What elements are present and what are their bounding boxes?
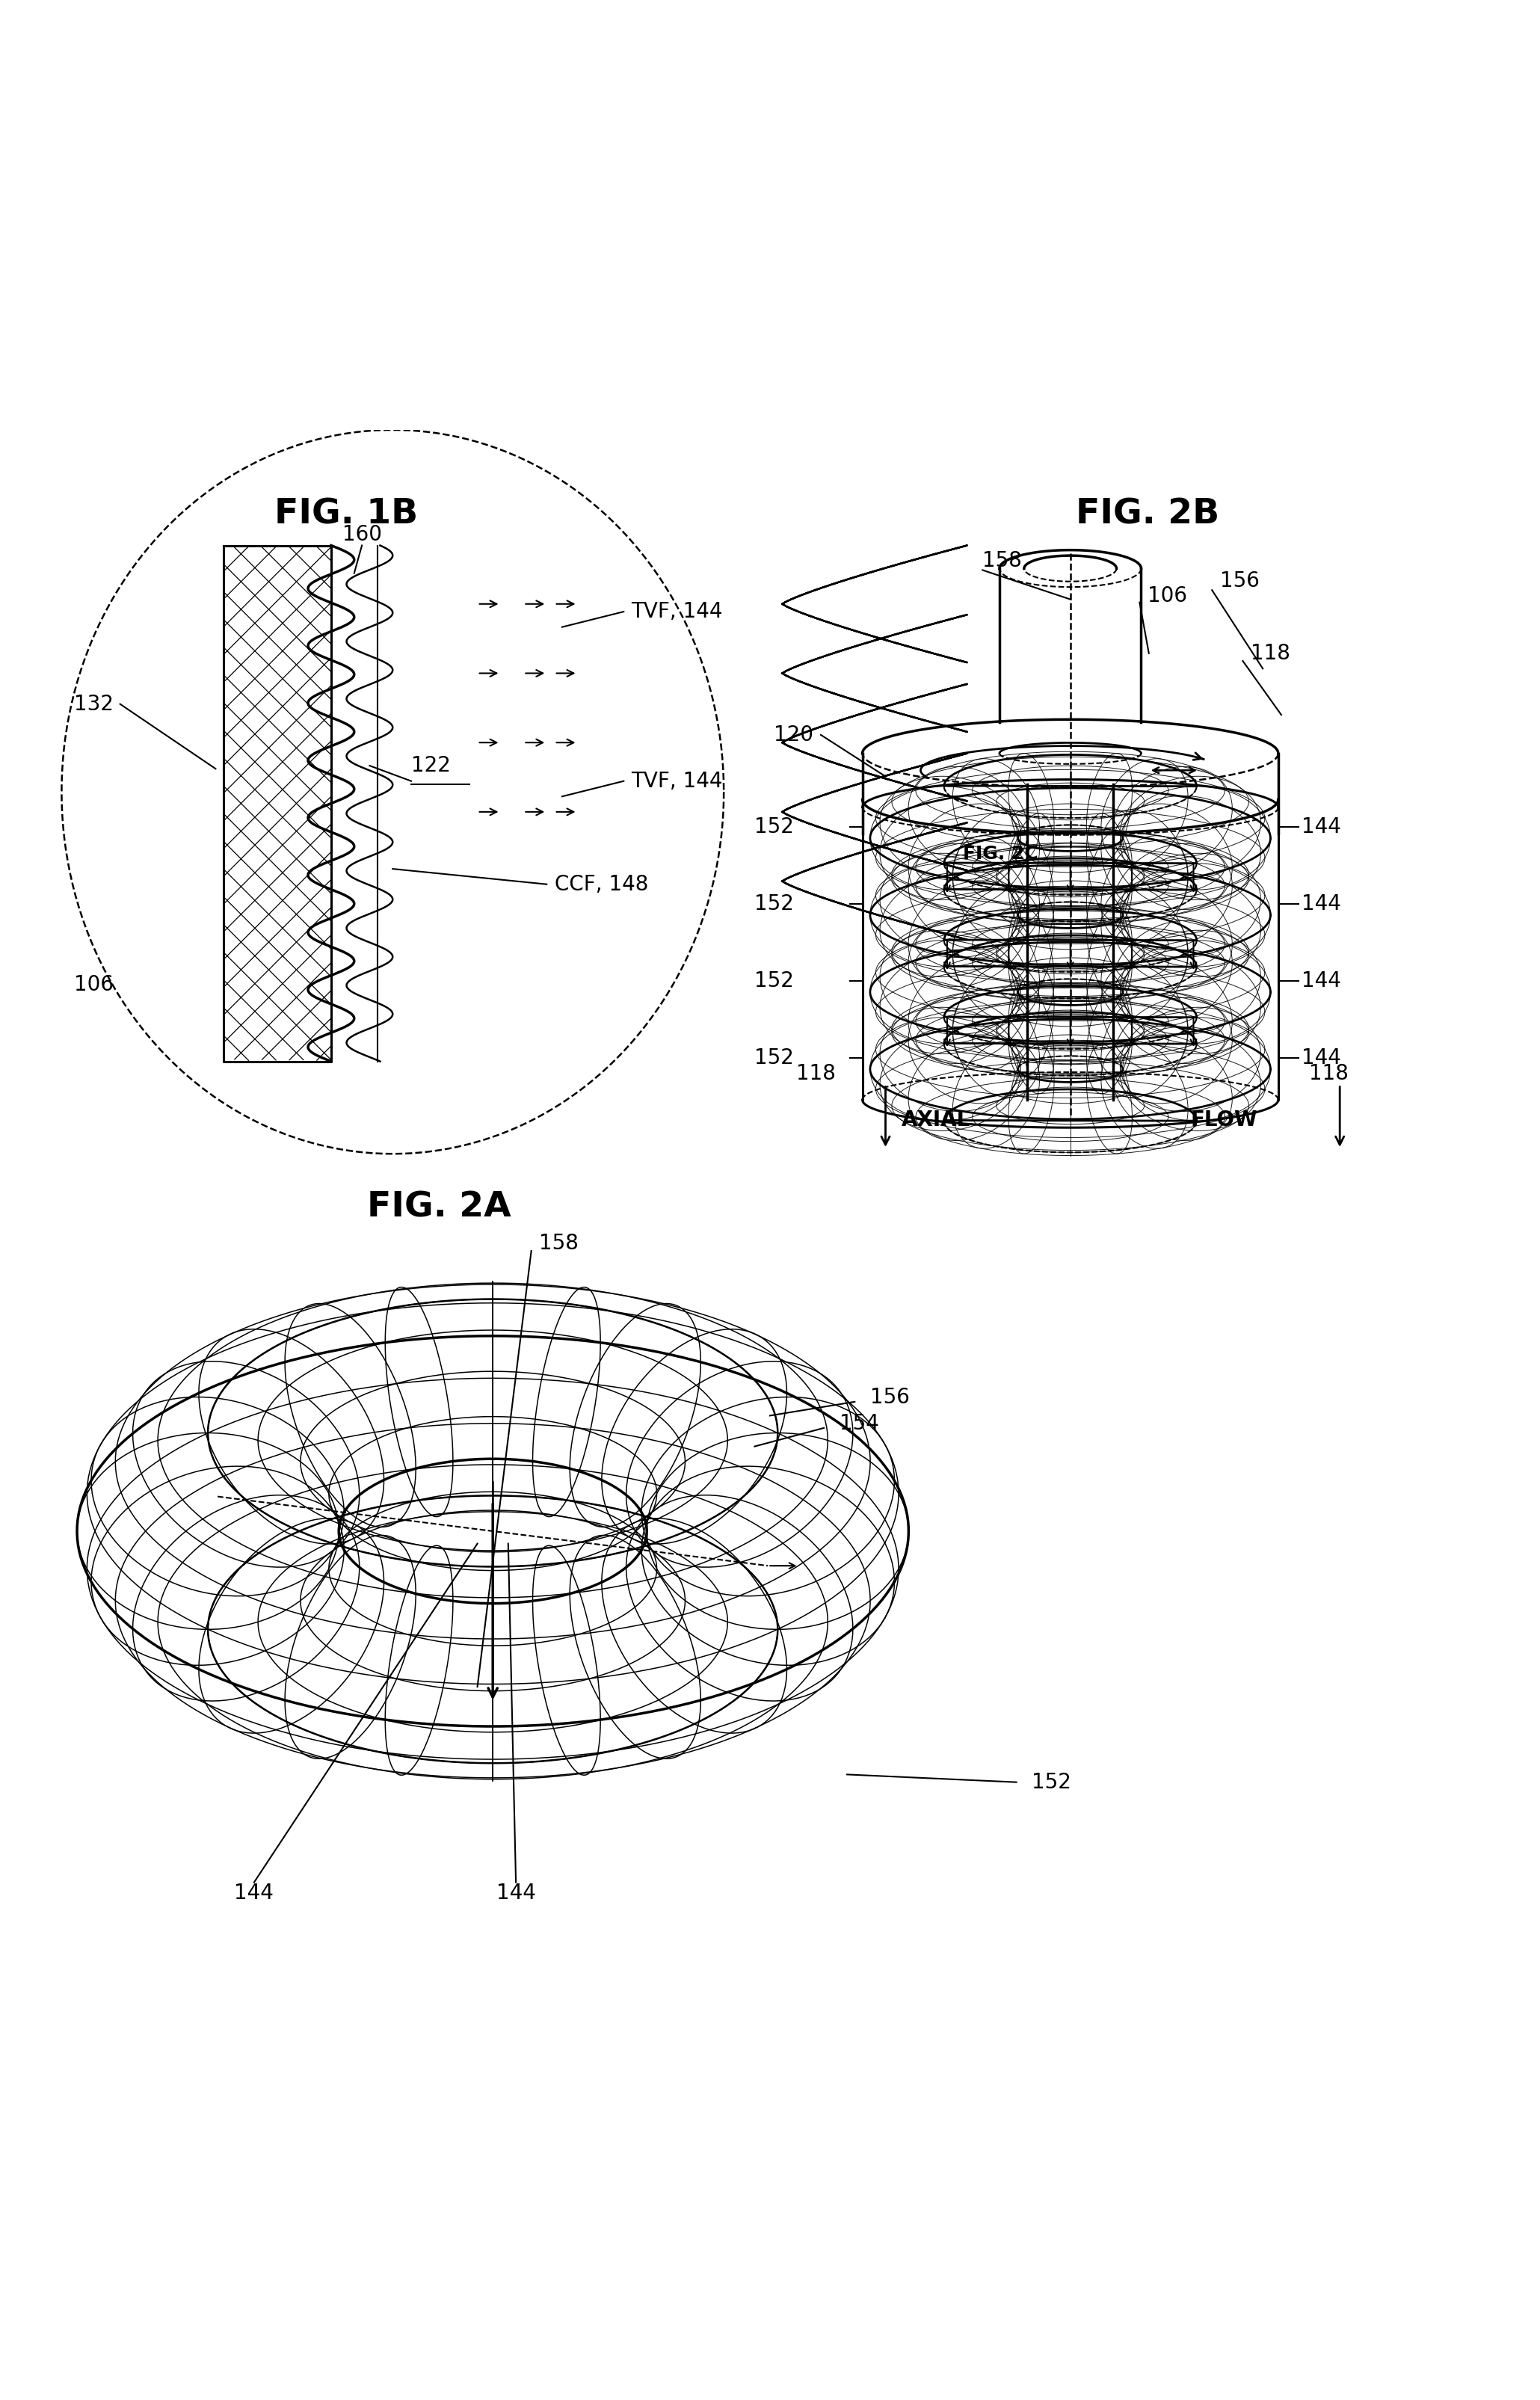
Text: FIG. 2B: FIG. 2B (1075, 497, 1220, 530)
Text: 122: 122 (411, 756, 451, 775)
Text: 106: 106 (74, 974, 114, 996)
Text: 156: 156 (1220, 571, 1260, 590)
Text: TVF, 144: TVF, 144 (631, 600, 722, 622)
Text: FLOW: FLOW (1190, 1109, 1258, 1130)
Text: 144: 144 (1301, 1049, 1341, 1068)
Text: 144: 144 (1301, 972, 1341, 991)
Text: 144: 144 (234, 1882, 274, 1903)
Text: 144: 144 (1301, 893, 1341, 914)
Text: 144: 144 (496, 1882, 536, 1903)
Text: 154: 154 (839, 1414, 879, 1433)
Text: FIG. 2C: FIG. 2C (962, 845, 1038, 862)
Text: 152: 152 (755, 816, 795, 838)
Text: FIG. 1B: FIG. 1B (274, 497, 419, 530)
Text: 152: 152 (1032, 1771, 1072, 1793)
Text: 118: 118 (1309, 1063, 1349, 1085)
Text: 152: 152 (755, 893, 795, 914)
Text: FIG. 2A: FIG. 2A (367, 1190, 511, 1224)
Text: CCF, 148: CCF, 148 (554, 874, 648, 895)
Text: 106: 106 (1147, 586, 1187, 607)
Text: 132: 132 (74, 694, 114, 715)
Text: TVF, 144: TVF, 144 (631, 770, 722, 792)
Text: 118: 118 (796, 1063, 836, 1085)
Text: 144: 144 (1301, 816, 1341, 838)
Text: 118: 118 (1250, 643, 1291, 665)
Text: 156: 156 (870, 1387, 910, 1409)
Text: 152: 152 (755, 1049, 795, 1068)
Text: 152: 152 (755, 972, 795, 991)
Text: AXIAL: AXIAL (902, 1109, 970, 1130)
Text: 120: 120 (773, 725, 813, 746)
Text: 158: 158 (539, 1234, 579, 1253)
Text: 160: 160 (342, 523, 382, 545)
Text: 158: 158 (983, 550, 1023, 571)
